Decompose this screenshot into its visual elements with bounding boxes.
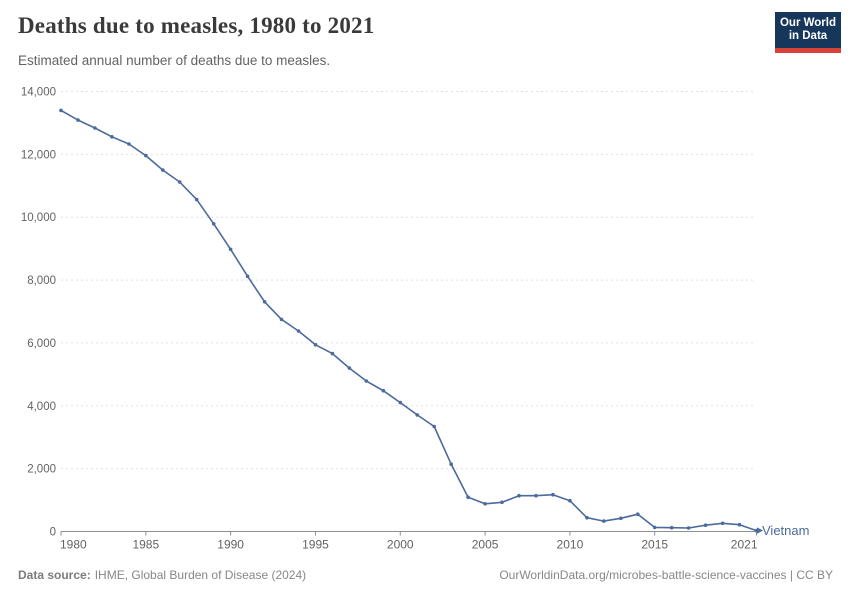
data-point[interactable] xyxy=(127,142,131,146)
x-axis-label: 2000 xyxy=(387,538,414,552)
x-axis-label: 1995 xyxy=(302,538,329,552)
data-point[interactable] xyxy=(500,500,504,505)
data-point[interactable] xyxy=(347,366,352,370)
data-point[interactable] xyxy=(720,521,725,526)
data-point[interactable] xyxy=(568,498,572,503)
entity-label: Vietnam xyxy=(762,523,810,538)
y-axis-label: 2,000 xyxy=(27,464,56,476)
data-point[interactable] xyxy=(636,512,640,516)
data-point[interactable] xyxy=(76,118,80,122)
data-point[interactable] xyxy=(59,108,63,113)
data-point[interactable] xyxy=(313,343,318,347)
y-axis-label: 4,000 xyxy=(27,401,56,413)
page-title: Deaths due to measles, 1980 to 2021 xyxy=(18,13,375,38)
owid-logo: Our World in Data xyxy=(775,12,841,53)
y-axis-label: 0 xyxy=(50,527,56,539)
x-axis-label: 1985 xyxy=(132,538,159,552)
x-axis-label: 2005 xyxy=(472,538,499,552)
logo-text-line2: in Data xyxy=(788,30,828,42)
data-point[interactable] xyxy=(93,126,97,130)
page-subtitle: Estimated annual number of deaths due to… xyxy=(18,53,331,68)
data-point[interactable] xyxy=(585,515,589,520)
x-axis-label: 2010 xyxy=(557,538,584,552)
data-point[interactable] xyxy=(449,462,454,467)
data-point[interactable] xyxy=(330,351,335,356)
data-point[interactable] xyxy=(279,317,284,322)
data-point[interactable] xyxy=(144,153,148,158)
data-point[interactable] xyxy=(686,526,691,530)
y-axis-label: 10,000 xyxy=(21,212,56,224)
data-point[interactable] xyxy=(381,388,386,393)
data-point[interactable] xyxy=(296,329,301,333)
data-point[interactable] xyxy=(364,379,369,383)
data-point[interactable] xyxy=(262,300,267,304)
data-point[interactable] xyxy=(211,222,216,226)
data-point[interactable] xyxy=(398,400,403,405)
logo-text-line1: Our World xyxy=(779,17,836,29)
data-point[interactable] xyxy=(652,525,657,530)
datasource-label: Data source: xyxy=(18,568,91,582)
data-point[interactable] xyxy=(619,516,623,521)
data-point[interactable] xyxy=(245,274,250,279)
data-point[interactable] xyxy=(466,495,470,500)
datasource-text: IHME, Global Burden of Disease (2024) xyxy=(94,568,307,582)
data-point[interactable] xyxy=(669,525,674,530)
data-point[interactable] xyxy=(737,522,742,527)
data-point[interactable] xyxy=(415,413,420,417)
data-point[interactable] xyxy=(483,502,487,506)
x-axis-label: 1980 xyxy=(60,538,87,552)
x-axis-label: 2021 xyxy=(731,538,758,552)
footer-datasource: Data source: IHME, Global Burden of Disea… xyxy=(18,568,306,582)
data-line[interactable] xyxy=(60,109,758,532)
data-point[interactable] xyxy=(177,180,182,184)
data-point[interactable] xyxy=(110,135,114,139)
data-point[interactable] xyxy=(432,424,437,429)
data-point[interactable] xyxy=(534,493,538,498)
footer-credit: OurWorldinData.org/microbes-battle-scien… xyxy=(499,568,833,582)
data-point[interactable] xyxy=(517,493,521,498)
data-point[interactable] xyxy=(602,519,606,523)
y-axis-label: 14,000 xyxy=(21,87,56,99)
data-point[interactable] xyxy=(194,197,199,202)
y-axis-label: 8,000 xyxy=(27,275,56,287)
x-axis-label: 1990 xyxy=(217,538,244,552)
y-axis-label: 12,000 xyxy=(21,149,56,161)
data-point[interactable] xyxy=(551,492,555,497)
y-axis-label: 6,000 xyxy=(27,338,56,350)
data-point[interactable] xyxy=(161,168,165,172)
x-axis-label: 2015 xyxy=(641,538,668,552)
line-end-arrow-icon xyxy=(757,527,763,534)
data-point[interactable] xyxy=(228,247,233,252)
data-point[interactable] xyxy=(703,523,708,527)
